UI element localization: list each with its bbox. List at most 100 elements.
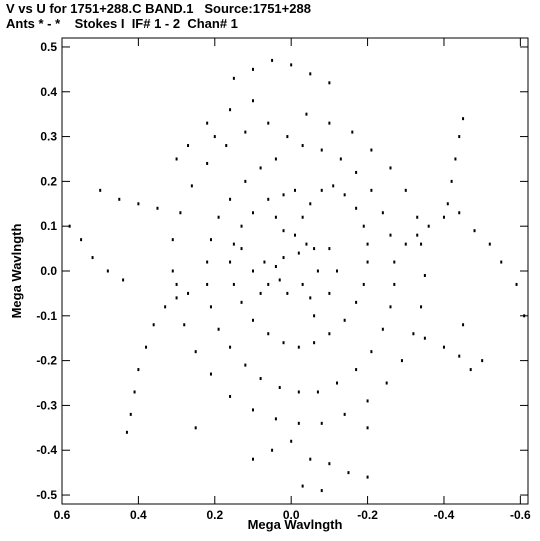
data-point bbox=[320, 188, 323, 192]
data-point bbox=[206, 282, 209, 286]
data-point bbox=[454, 157, 457, 161]
data-point bbox=[381, 211, 384, 215]
data-point bbox=[450, 179, 453, 183]
data-point bbox=[442, 345, 445, 349]
data-point bbox=[301, 484, 304, 488]
data-point bbox=[412, 332, 415, 336]
x-tick-label: 0.4 bbox=[130, 508, 147, 522]
data-point bbox=[416, 215, 419, 219]
data-point bbox=[355, 300, 358, 304]
data-point bbox=[355, 206, 358, 210]
data-point bbox=[481, 359, 484, 363]
data-point bbox=[328, 332, 331, 336]
y-tick-label: -0.3 bbox=[36, 398, 57, 412]
data-point bbox=[282, 256, 285, 260]
data-point bbox=[145, 345, 148, 349]
data-point bbox=[274, 215, 277, 219]
data-point bbox=[301, 215, 304, 219]
data-point bbox=[267, 121, 270, 125]
data-point bbox=[251, 408, 254, 412]
data-point bbox=[232, 242, 235, 246]
y-tick-label: 0.1 bbox=[40, 219, 57, 233]
data-point bbox=[263, 260, 266, 264]
data-point bbox=[343, 193, 346, 197]
data-point bbox=[458, 211, 461, 215]
data-point bbox=[179, 211, 182, 215]
data-point bbox=[152, 323, 155, 327]
data-point bbox=[232, 282, 235, 286]
data-point bbox=[274, 417, 277, 421]
data-point bbox=[313, 314, 316, 318]
data-point bbox=[80, 238, 83, 242]
data-point bbox=[316, 390, 319, 394]
x-tick-label: 0.6 bbox=[54, 508, 71, 522]
data-point bbox=[106, 269, 109, 273]
data-point bbox=[301, 144, 304, 148]
data-point bbox=[286, 135, 289, 139]
data-point bbox=[313, 247, 316, 251]
data-point bbox=[290, 439, 293, 443]
data-point bbox=[294, 233, 296, 237]
data-point bbox=[206, 121, 209, 125]
data-point bbox=[171, 238, 174, 242]
data-point bbox=[389, 305, 392, 309]
data-point bbox=[381, 327, 384, 331]
data-point bbox=[286, 291, 289, 295]
data-point bbox=[336, 269, 339, 273]
data-point bbox=[209, 238, 212, 242]
data-point bbox=[129, 412, 132, 416]
data-point bbox=[313, 341, 316, 345]
x-tick-label: -0.4 bbox=[434, 508, 455, 522]
data-point bbox=[290, 63, 293, 67]
data-point bbox=[500, 260, 503, 264]
data-point bbox=[156, 206, 159, 210]
x-tick-label: -0.6 bbox=[510, 508, 531, 522]
data-point bbox=[343, 318, 346, 322]
data-point bbox=[404, 188, 407, 192]
data-point bbox=[297, 390, 300, 394]
data-point bbox=[251, 211, 254, 215]
data-point bbox=[332, 184, 335, 188]
data-point bbox=[305, 242, 308, 246]
data-point bbox=[488, 242, 491, 246]
y-tick-label: 0.3 bbox=[40, 130, 57, 144]
data-point bbox=[301, 282, 304, 286]
y-tick-label: -0.5 bbox=[36, 488, 57, 502]
y-tick-label: -0.4 bbox=[36, 443, 57, 457]
data-point bbox=[251, 67, 254, 71]
data-point bbox=[458, 135, 461, 139]
data-point bbox=[125, 430, 128, 434]
data-point bbox=[229, 108, 232, 112]
data-point bbox=[366, 426, 369, 430]
data-point bbox=[137, 202, 140, 206]
data-point bbox=[515, 282, 518, 286]
data-point bbox=[458, 354, 461, 358]
data-point bbox=[251, 269, 254, 273]
data-point bbox=[209, 305, 212, 309]
data-point bbox=[244, 130, 247, 134]
y-tick-label: 0.5 bbox=[40, 40, 57, 54]
y-tick-label: 0.0 bbox=[40, 264, 57, 278]
data-points bbox=[68, 58, 526, 493]
data-point bbox=[194, 350, 197, 354]
data-point bbox=[164, 305, 167, 309]
data-point bbox=[175, 296, 178, 300]
data-point bbox=[229, 345, 232, 349]
data-point bbox=[362, 224, 365, 228]
data-point bbox=[389, 233, 392, 237]
data-point bbox=[175, 157, 178, 161]
data-point bbox=[271, 448, 274, 452]
data-point bbox=[320, 148, 323, 152]
data-point bbox=[274, 265, 277, 269]
data-point bbox=[232, 76, 235, 80]
y-tick-label: 0.4 bbox=[40, 85, 57, 99]
data-point bbox=[385, 381, 388, 385]
data-point bbox=[320, 421, 323, 425]
data-point bbox=[118, 197, 121, 201]
data-point bbox=[393, 282, 396, 286]
data-point bbox=[305, 112, 308, 116]
data-point bbox=[343, 412, 346, 416]
data-point bbox=[423, 273, 426, 277]
data-point bbox=[294, 188, 296, 192]
